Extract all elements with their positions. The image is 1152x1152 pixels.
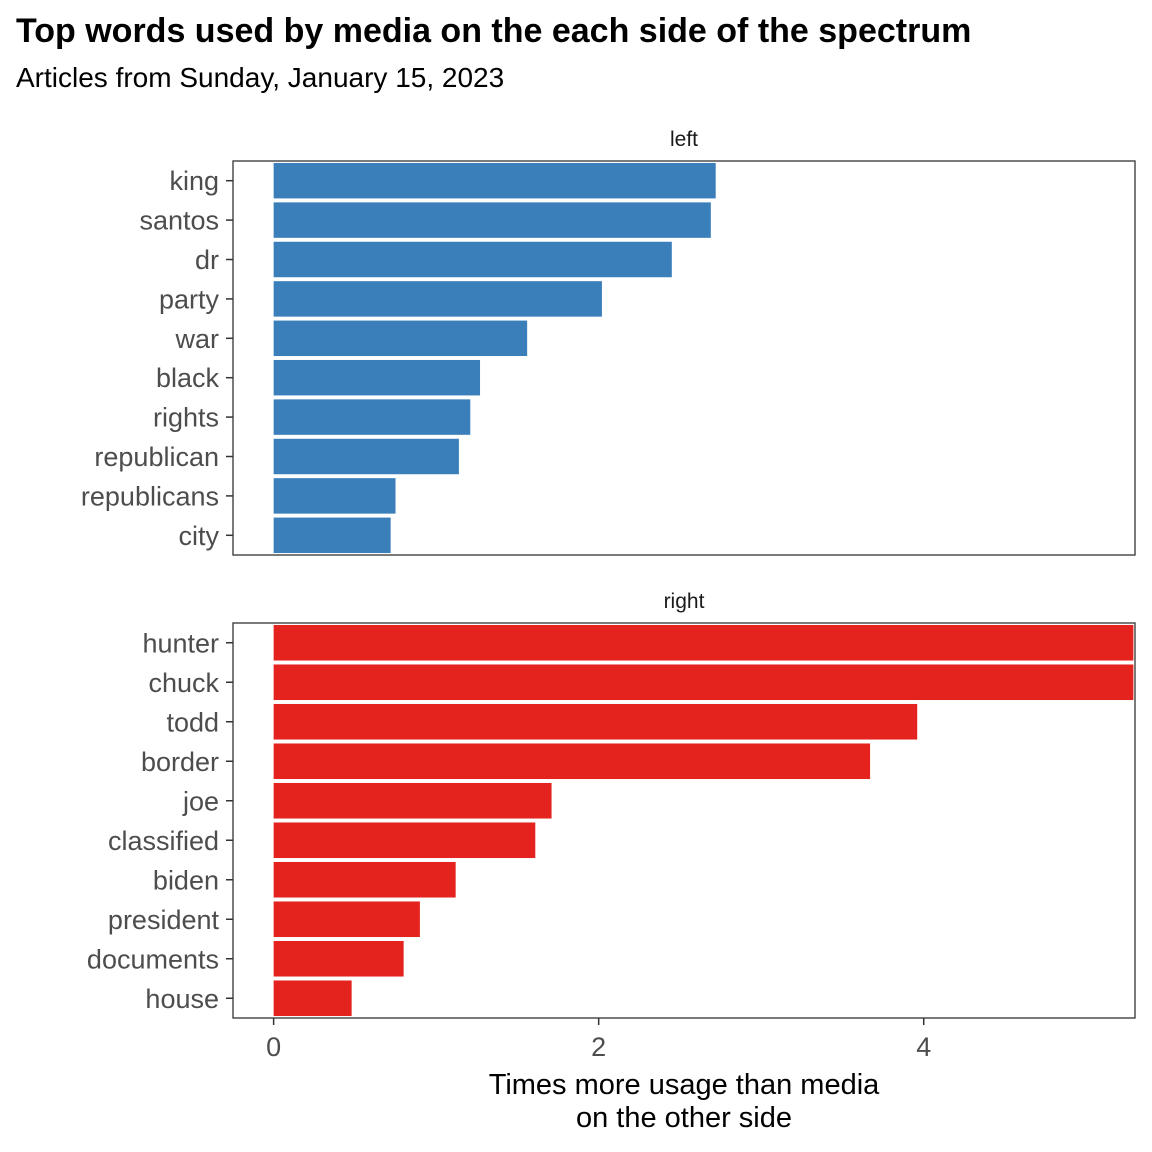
y-tick-label: party [159,284,220,314]
bar [273,901,420,938]
y-tick-label: war [174,324,219,354]
chart-subtitle: Articles from Sunday, January 15, 2023 [16,62,505,93]
y-tick-label: black [156,363,220,393]
panel-border [232,622,1136,1019]
y-tick-label: hunter [142,628,219,658]
y-tick-label: president [108,905,220,935]
bar [273,980,352,1017]
x-tick-label: 4 [916,1032,931,1062]
bar [273,517,391,554]
x-axis-title: on the other side [576,1102,792,1134]
bar [273,664,1134,701]
bar [273,940,404,977]
y-tick-label: dr [195,245,219,275]
bar [273,438,459,475]
y-tick-label: santos [139,206,219,236]
facet-strip-label: left [670,128,698,151]
y-tick-label: documents [87,944,219,974]
bar [273,241,672,278]
y-tick-label: chuck [148,668,219,698]
y-tick-label: city [179,521,220,551]
facet-strip-label: right [664,590,705,613]
bar [273,822,536,859]
x-tick-label: 2 [591,1032,606,1062]
bar [273,703,918,740]
chart-title: Top words used by media on the each side… [16,12,972,50]
y-tick-label: republican [94,442,219,472]
bar [273,162,716,199]
panel-border [232,160,1136,556]
x-tick-label: 0 [266,1032,281,1062]
bar [273,359,481,396]
y-tick-label: biden [153,865,219,895]
bar [273,861,456,898]
bar [273,743,871,780]
y-tick-label: king [169,166,219,196]
y-tick-label: joe [182,786,219,816]
y-tick-label: rights [153,403,219,433]
bar [273,478,396,514]
y-tick-label: house [145,984,219,1014]
bar [273,202,711,238]
bar [273,399,471,435]
bar [273,320,528,357]
y-tick-label: todd [166,707,219,737]
y-tick-label: republicans [81,481,219,511]
bar [273,782,552,819]
bar [273,624,1134,661]
y-tick-label: classified [108,826,219,856]
bar [273,281,602,317]
y-tick-label: border [141,747,219,777]
x-axis-title: Times more usage than media [489,1069,880,1101]
